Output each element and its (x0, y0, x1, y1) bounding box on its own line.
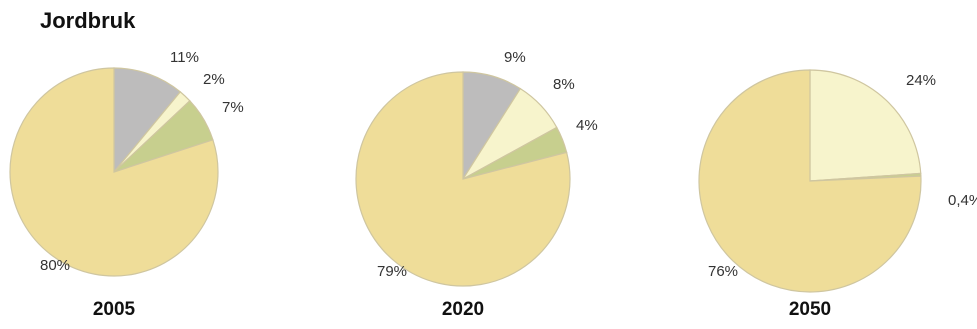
pie-chart-2050: 24% 0,4% 76% 2050 (698, 69, 977, 320)
pie-chart-2005: 11%2% 7% 80% 2005 (9, 49, 244, 320)
slice-label: 2% (203, 71, 225, 88)
chart-title: Jordbruk (40, 8, 136, 33)
slice-label: 11% (170, 49, 199, 66)
slice-label: 24% (906, 72, 936, 89)
year-label: 2005 (93, 299, 136, 320)
year-label: 2050 (789, 299, 831, 320)
pie-slice (113, 67, 182, 174)
slice-label: 7% (222, 99, 244, 116)
pie-chart-2020: 9% 8% 4% 79% 2020 (355, 49, 598, 320)
slice-label: 80% (40, 257, 70, 274)
slice-label: 9% (504, 49, 526, 66)
slice-label: 79% (377, 263, 407, 280)
pie-slice (809, 69, 922, 182)
slice-label: 76% (708, 263, 738, 280)
year-label: 2020 (442, 299, 484, 320)
slice-label: 8% (553, 76, 575, 93)
slice-label: 4% (576, 117, 598, 134)
pie-slice (698, 69, 922, 293)
pie-slice (9, 67, 219, 277)
pie-slice (355, 71, 571, 287)
slice-label: 0,4% (948, 192, 977, 209)
